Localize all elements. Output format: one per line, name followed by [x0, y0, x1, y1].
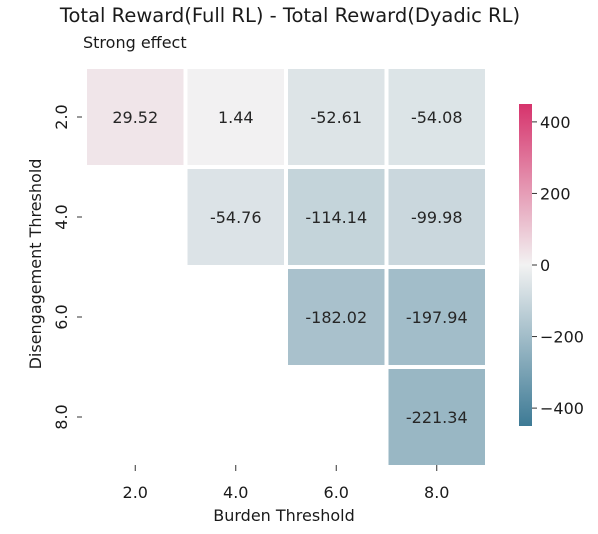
x-tick-label: 2.0 [123, 483, 148, 502]
cell-value-label: -182.02 [305, 308, 367, 327]
colorbar-tick-label: −400 [540, 399, 584, 418]
heatmap-cell [288, 169, 385, 265]
colorbar-tick-label: 400 [540, 113, 571, 132]
colorbar [519, 104, 532, 426]
heatmap-cell [288, 69, 385, 165]
chart-subtitle: Strong effect [83, 33, 187, 52]
cell-value-label: -197.94 [406, 308, 468, 327]
heatmap-cell [388, 69, 485, 165]
cell-value-label: 1.44 [218, 108, 254, 127]
x-tick-label: 4.0 [223, 483, 248, 502]
y-axis-ticks: 2.0 4.0 6.0 8.0 [52, 104, 82, 430]
y-axis-label: Disengagement Threshold [26, 159, 45, 370]
heatmap-cell [388, 269, 485, 365]
x-tick-label: 6.0 [324, 483, 349, 502]
heatmap-cell [388, 169, 485, 265]
cell-value-label: -221.34 [406, 408, 468, 427]
heatmap-cell [388, 369, 485, 465]
y-tick-label: 4.0 [52, 204, 71, 229]
heatmap-cell [87, 69, 184, 165]
x-axis-ticks: 2.0 4.0 6.0 8.0 [123, 465, 449, 502]
y-tick-label: 6.0 [52, 304, 71, 329]
heatmap-cells: 29.52 1.44 -52.61 -54.08 -54.76 -114.14 -99.98… [87, 69, 485, 465]
y-tick-label: 8.0 [52, 404, 71, 429]
cell-value-label: -99.98 [411, 208, 463, 227]
cell-value-label: -52.61 [310, 108, 362, 127]
colorbar-tick-label: 200 [540, 184, 571, 203]
cell-value-label: -114.14 [305, 208, 367, 227]
cell-value-label: -54.08 [411, 108, 463, 127]
chart-title: Total Reward(Full RL) - Total Reward(Dya… [59, 4, 520, 27]
heatmap-cell [288, 269, 385, 365]
y-tick-label: 2.0 [52, 104, 71, 129]
x-tick-label: 8.0 [424, 483, 449, 502]
heatmap-cell [187, 69, 284, 165]
colorbar-ticks: 400 200 0 −200 −400 [532, 113, 584, 418]
cell-value-label: 29.52 [112, 108, 158, 127]
colorbar-tick-label: 0 [540, 256, 550, 275]
x-axis-label: Burden Threshold [213, 506, 355, 525]
colorbar-tick-label: −200 [540, 328, 584, 347]
heatmap-cell [187, 169, 284, 265]
cell-value-label: -54.76 [210, 208, 262, 227]
